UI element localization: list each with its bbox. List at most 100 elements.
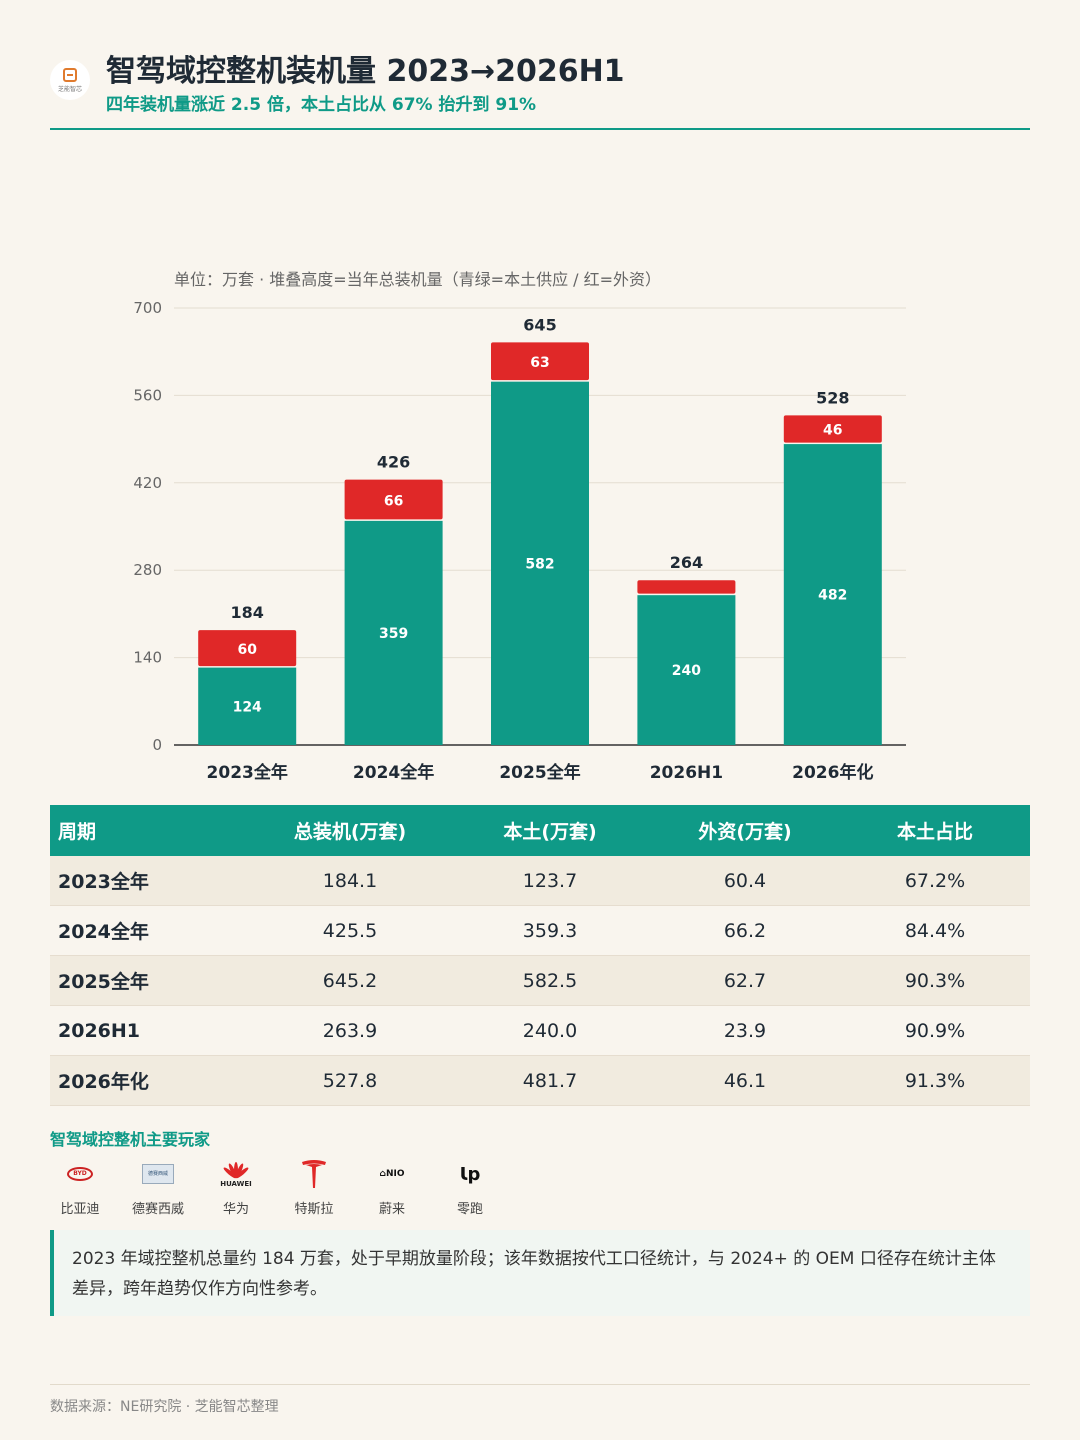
x-category-label: 2025全年 [499,762,580,783]
total-value-label: 426 [377,453,410,472]
cell-domestic: 240.0 [522,1019,578,1042]
player-byd: BYD 比亚迪 [50,1158,110,1218]
player-name: 零跑 [456,1202,483,1217]
y-tick-label: 560 [133,386,162,404]
bar-domestic [491,381,589,745]
cell-period: 2025全年 [58,971,149,993]
cell-total: 645.2 [322,969,378,992]
table-header: 周期 总装机(万套) 本土(万套) 外资(万套) 本土占比 [50,805,1030,856]
cell-foreign: 46.1 [723,1069,767,1092]
nio-logo-icon: ⌂NIO [379,1169,405,1179]
data-table: 周期 总装机(万套) 本土(万套) 外资(万套) 本土占比 2023全年 184… [50,805,1030,1106]
segment-value-label: 46 [823,423,842,439]
chart-section: 0 140 280 420 560 700 124 60 184 2023全年 359 66 426 20… [0,250,1080,795]
cell-foreign: 62.7 [723,969,767,992]
cell-period: 2026H1 [58,1019,141,1042]
brand-logo: 芝能智芯 [50,60,90,100]
huawei-logo-icon: HUAWEI [206,1158,266,1190]
leapmotor-logo-icon: Ɩp [459,1163,481,1185]
cell-domestic: 481.7 [522,1069,578,1092]
cell-total: 425.5 [322,919,378,942]
header: 芝能智芯 智驾域控整机装机量 2023→2026H1 四年装机量涨近 2.5 倍… [50,40,1030,130]
table-row: 2023全年 184.1 123.7 60.4 67.2% [50,856,1030,906]
bar-domestic [198,667,297,745]
segment-value-label: 359 [379,626,408,642]
x-category-label: 2026H1 [650,763,723,783]
header-total: 总装机(万套) [293,821,407,843]
logo-text: 芝能智芯 [57,85,82,93]
cell-domestic: 359.3 [522,919,578,942]
chip-icon [63,67,77,82]
cell-share: 67.2% [904,869,966,892]
cell-foreign: 60.4 [723,869,767,892]
bar-domestic [637,595,736,745]
cell-period: 2024全年 [58,921,149,943]
header-foreign: 外资(万套) [698,821,792,843]
x-category-label: 2024全年 [353,762,434,783]
player-huawei: HUAWEI 华为 [206,1158,266,1218]
total-value-label: 264 [670,553,703,572]
desay-logo-icon: 德赛西威 [142,1164,174,1184]
segment-value-label: 240 [672,663,701,679]
header-domestic: 本土(万套) [503,821,597,843]
bar-foreign [344,479,443,520]
page-title: 智驾域控整机装机量 2023→2026H1 [106,54,625,89]
cell-share: 91.3% [904,1069,966,1092]
player-name: 特斯拉 [294,1202,334,1217]
stacked-bar-chart: 0 140 280 420 560 700 124 60 184 2023全年 359 66 426 20… [133,299,906,783]
tesla-logo-icon [284,1158,344,1190]
bar-foreign [783,415,882,443]
cell-domestic: 123.7 [522,869,578,892]
source-footer: 数据来源：NE研究院 · 芝能智芯整理 [50,1399,279,1415]
y-tick-label: 700 [133,299,162,317]
cell-total: 263.9 [322,1019,378,1042]
player-name: 德赛西威 [131,1202,184,1217]
player-nio: ⌂NIO 蔚来 [362,1158,422,1218]
y-tick-label: 140 [133,649,162,667]
byd-logo-icon: BYD [67,1167,93,1181]
segment-value-label: 482 [818,588,847,604]
header-share: 本土占比 [896,821,973,843]
chart-unit-note: 单位：万套 · 堆叠高度=当年总装机量（青绿=本土供应 / 红=外资） [174,270,662,289]
y-tick-label: 280 [133,561,162,579]
player-desay: 德赛西威 德赛西威 [128,1158,188,1218]
table-row: 2024全年 425.5 359.3 66.2 84.4% [50,906,1030,956]
segment-value-label: 124 [233,699,262,715]
x-category-label: 2026年化 [792,762,873,783]
footer-divider [50,1384,1030,1385]
player-name: 华为 [222,1202,249,1217]
table-row: 2026H1 263.9 240.0 23.9 90.9% [50,1006,1030,1056]
page-subtitle: 四年装机量涨近 2.5 倍，本土占比从 67% 抬升到 91% [106,95,537,115]
bar-domestic [783,444,882,745]
player-name: 比亚迪 [60,1202,100,1217]
players-title: 智驾域控整机主要玩家 [50,1130,211,1149]
cell-domestic: 582.5 [522,969,578,992]
segment-value-label: 63 [530,355,549,371]
bar-domestic [344,520,443,745]
total-value-label: 528 [816,388,849,407]
bar-foreign [491,342,589,381]
segment-value-label: 66 [384,493,403,509]
footnote-box: 2023 年域控整机总量约 184 万套，处于早期放量阶段；该年数据按代工口径统… [50,1230,1030,1316]
y-tick-label: 0 [152,736,162,754]
total-value-label: 184 [230,603,263,622]
table-row: 2026年化 527.8 481.7 46.1 91.3% [50,1056,1030,1106]
x-category-label: 2023全年 [207,762,288,783]
segment-value-label: 60 [237,642,257,658]
cell-share: 90.9% [904,1019,966,1042]
segment-value-label: 582 [525,556,554,572]
player-tesla: 特斯拉 [284,1158,344,1218]
table-row: 2025全年 645.2 582.5 62.7 90.3% [50,956,1030,1006]
cell-foreign: 23.9 [723,1019,767,1042]
cell-period: 2026年化 [58,1071,149,1093]
cell-total: 527.8 [322,1069,378,1092]
y-tick-label: 420 [133,474,162,492]
cell-share: 90.3% [904,969,966,992]
cell-total: 184.1 [322,869,378,892]
player-leapmotor: Ɩp 零跑 [440,1158,500,1218]
cell-share: 84.4% [904,919,966,942]
player-name: 蔚来 [378,1202,405,1217]
cell-period: 2023全年 [58,871,149,893]
players-list: BYD 比亚迪 德赛西威 德赛西威 HUAWEI 华为 [50,1158,550,1218]
cell-foreign: 66.2 [723,919,767,942]
